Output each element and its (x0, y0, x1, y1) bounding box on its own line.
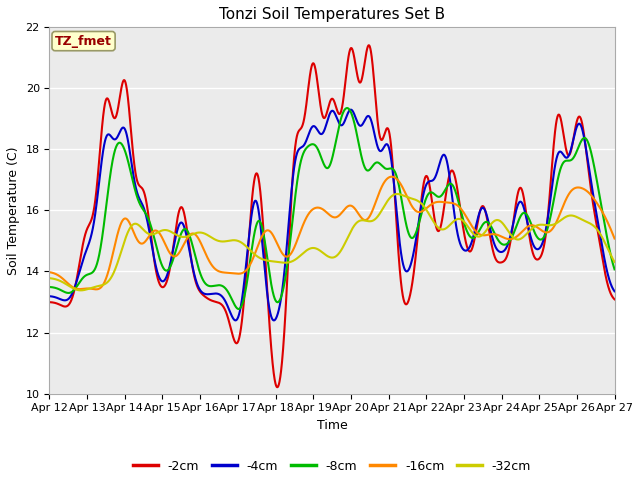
-16cm (262, 228, 270, 233)
-32cm (600, 238, 607, 243)
X-axis label: Time: Time (317, 419, 348, 432)
-32cm (45, 275, 53, 281)
Title: Tonzi Soil Temperatures Set B: Tonzi Soil Temperatures Set B (219, 7, 445, 22)
-16cm (92, 287, 100, 292)
-8cm (611, 266, 618, 272)
-2cm (110, 115, 118, 120)
Line: -16cm: -16cm (49, 177, 614, 289)
Line: -4cm: -4cm (49, 109, 614, 321)
-4cm (143, 219, 151, 225)
-32cm (110, 269, 118, 275)
-16cm (287, 251, 294, 257)
-4cm (262, 281, 270, 287)
-8cm (539, 236, 547, 241)
Y-axis label: Soil Temperature (C): Soil Temperature (C) (7, 146, 20, 275)
-16cm (45, 269, 53, 275)
-2cm (365, 42, 372, 48)
-4cm (110, 136, 118, 142)
-2cm (45, 299, 53, 305)
-4cm (611, 288, 618, 294)
-8cm (287, 233, 294, 239)
-2cm (287, 204, 294, 210)
-4cm (270, 318, 278, 324)
-32cm (287, 259, 294, 264)
-16cm (144, 236, 152, 241)
-4cm (600, 253, 607, 259)
-2cm (262, 270, 270, 276)
-8cm (143, 214, 151, 220)
-2cm (600, 264, 607, 269)
-32cm (144, 230, 152, 236)
-32cm (393, 191, 401, 197)
-16cm (388, 174, 396, 180)
Line: -2cm: -2cm (49, 45, 614, 387)
-2cm (143, 206, 151, 212)
-4cm (287, 195, 294, 201)
-16cm (600, 212, 607, 217)
-4cm (347, 107, 355, 112)
-8cm (262, 249, 270, 254)
-8cm (235, 306, 243, 312)
-8cm (343, 105, 351, 111)
-32cm (611, 259, 618, 265)
Text: TZ_fmet: TZ_fmet (55, 35, 112, 48)
-8cm (600, 217, 607, 223)
-16cm (611, 236, 618, 241)
-2cm (539, 247, 547, 253)
Legend: -2cm, -4cm, -8cm, -16cm, -32cm: -2cm, -4cm, -8cm, -16cm, -32cm (128, 455, 536, 478)
-16cm (539, 228, 547, 234)
-16cm (110, 245, 118, 251)
-8cm (110, 151, 118, 157)
-4cm (539, 239, 547, 244)
-2cm (273, 384, 281, 390)
Line: -8cm: -8cm (49, 108, 614, 309)
-32cm (77, 288, 84, 293)
-4cm (45, 293, 53, 299)
-32cm (262, 257, 270, 263)
-2cm (611, 297, 618, 302)
-8cm (45, 284, 53, 290)
-32cm (539, 222, 547, 228)
Line: -32cm: -32cm (49, 194, 614, 290)
